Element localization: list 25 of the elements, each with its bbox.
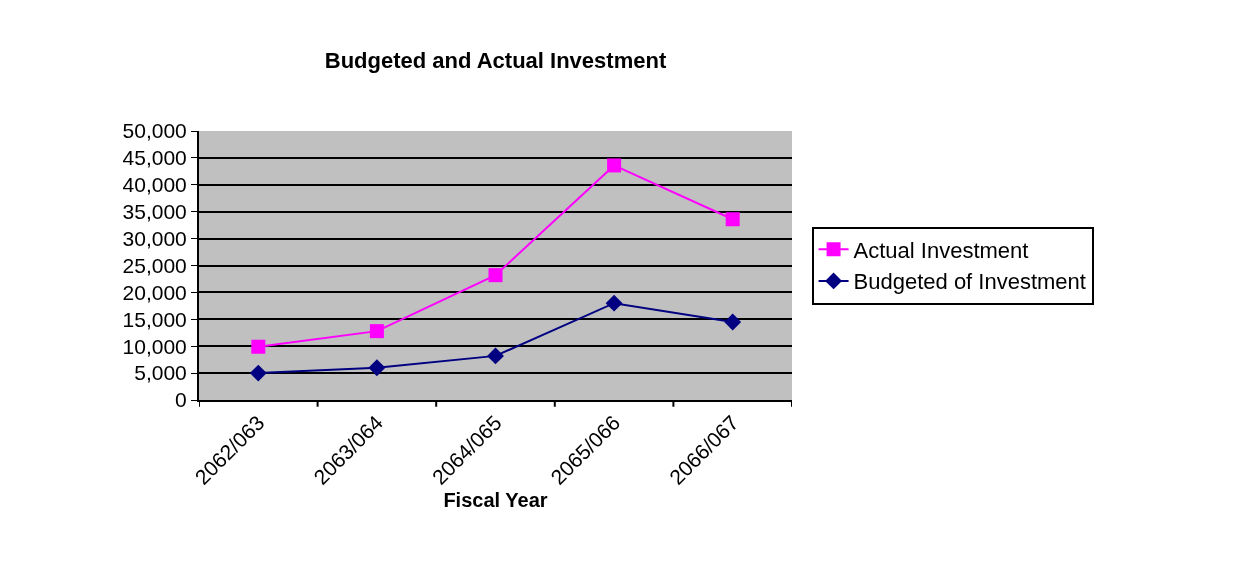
y-tick-label: 0 <box>175 388 187 412</box>
point <box>249 364 267 382</box>
point <box>487 347 504 365</box>
y-tick-label: 45,000 <box>122 146 187 170</box>
y-tick-label: 25,000 <box>122 253 187 277</box>
y-tick-label: 10,000 <box>122 334 187 358</box>
y-tick-label: 40,000 <box>122 173 187 197</box>
point <box>724 313 742 331</box>
point <box>605 294 623 312</box>
legend-label: Actual Investment <box>853 237 1029 263</box>
y-tick-label: 30,000 <box>122 226 187 250</box>
point <box>251 339 266 354</box>
y-tick-label: 20,000 <box>122 280 187 304</box>
chart-title: Budgeted and Actual Investment <box>324 47 667 73</box>
legend-label: Budgeted of Investment <box>853 269 1086 295</box>
y-tick-label: 35,000 <box>122 200 187 224</box>
point <box>725 212 740 227</box>
point <box>488 268 503 283</box>
y-tick-label: 5,000 <box>134 361 187 385</box>
point <box>368 359 386 377</box>
y-tick-label: 50,000 <box>122 119 187 143</box>
point <box>369 324 384 339</box>
point <box>607 158 622 173</box>
y-tick-label: 15,000 <box>122 307 187 331</box>
x-axis-title: Fiscal Year <box>443 488 548 511</box>
